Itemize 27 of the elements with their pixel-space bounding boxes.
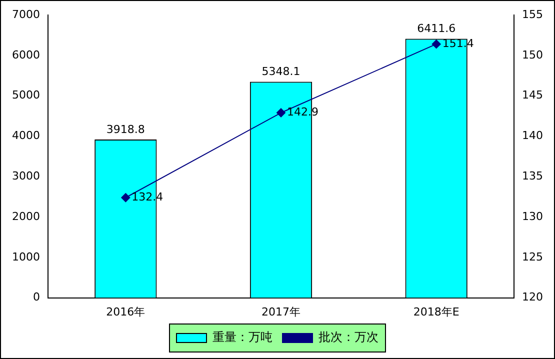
- y2-tick-label: 150: [522, 48, 544, 62]
- y-tick-label: 2000: [12, 210, 40, 223]
- x-tick-label: 2016年: [106, 305, 146, 318]
- data-label: 5348.1: [262, 65, 300, 78]
- data-label: 3918.8: [106, 122, 145, 136]
- x-tick-label: 2017年: [262, 305, 300, 318]
- y2-tick-label: 135: [522, 169, 544, 182]
- legend-label: 批次：万次: [318, 330, 378, 344]
- data-label: 6411.6: [417, 22, 456, 36]
- y-tick-label: 7000: [12, 8, 40, 21]
- y2-tick-label: 155: [522, 8, 544, 21]
- point: [276, 108, 286, 118]
- point: [432, 40, 441, 49]
- point: [121, 193, 130, 202]
- legend-label: 重量：万吨: [212, 330, 272, 344]
- y2-tick-label: 140: [522, 129, 544, 142]
- x-tick-label: 2018年E: [413, 305, 460, 318]
- y-tick-label: 5000: [12, 88, 40, 102]
- y2-tick-label: 120: [522, 290, 544, 304]
- y2-tick-label: 145: [522, 88, 544, 102]
- y-tick-label: 1000: [12, 250, 40, 264]
- y-tick-label: 0: [32, 290, 40, 304]
- y-tick-label: 6000: [12, 48, 40, 62]
- y2-tick-label: 125: [522, 250, 544, 264]
- y2-tick-label: 130: [522, 210, 544, 223]
- y-tick-label: 4000: [12, 129, 40, 142]
- y-tick-label: 3000: [12, 169, 40, 182]
